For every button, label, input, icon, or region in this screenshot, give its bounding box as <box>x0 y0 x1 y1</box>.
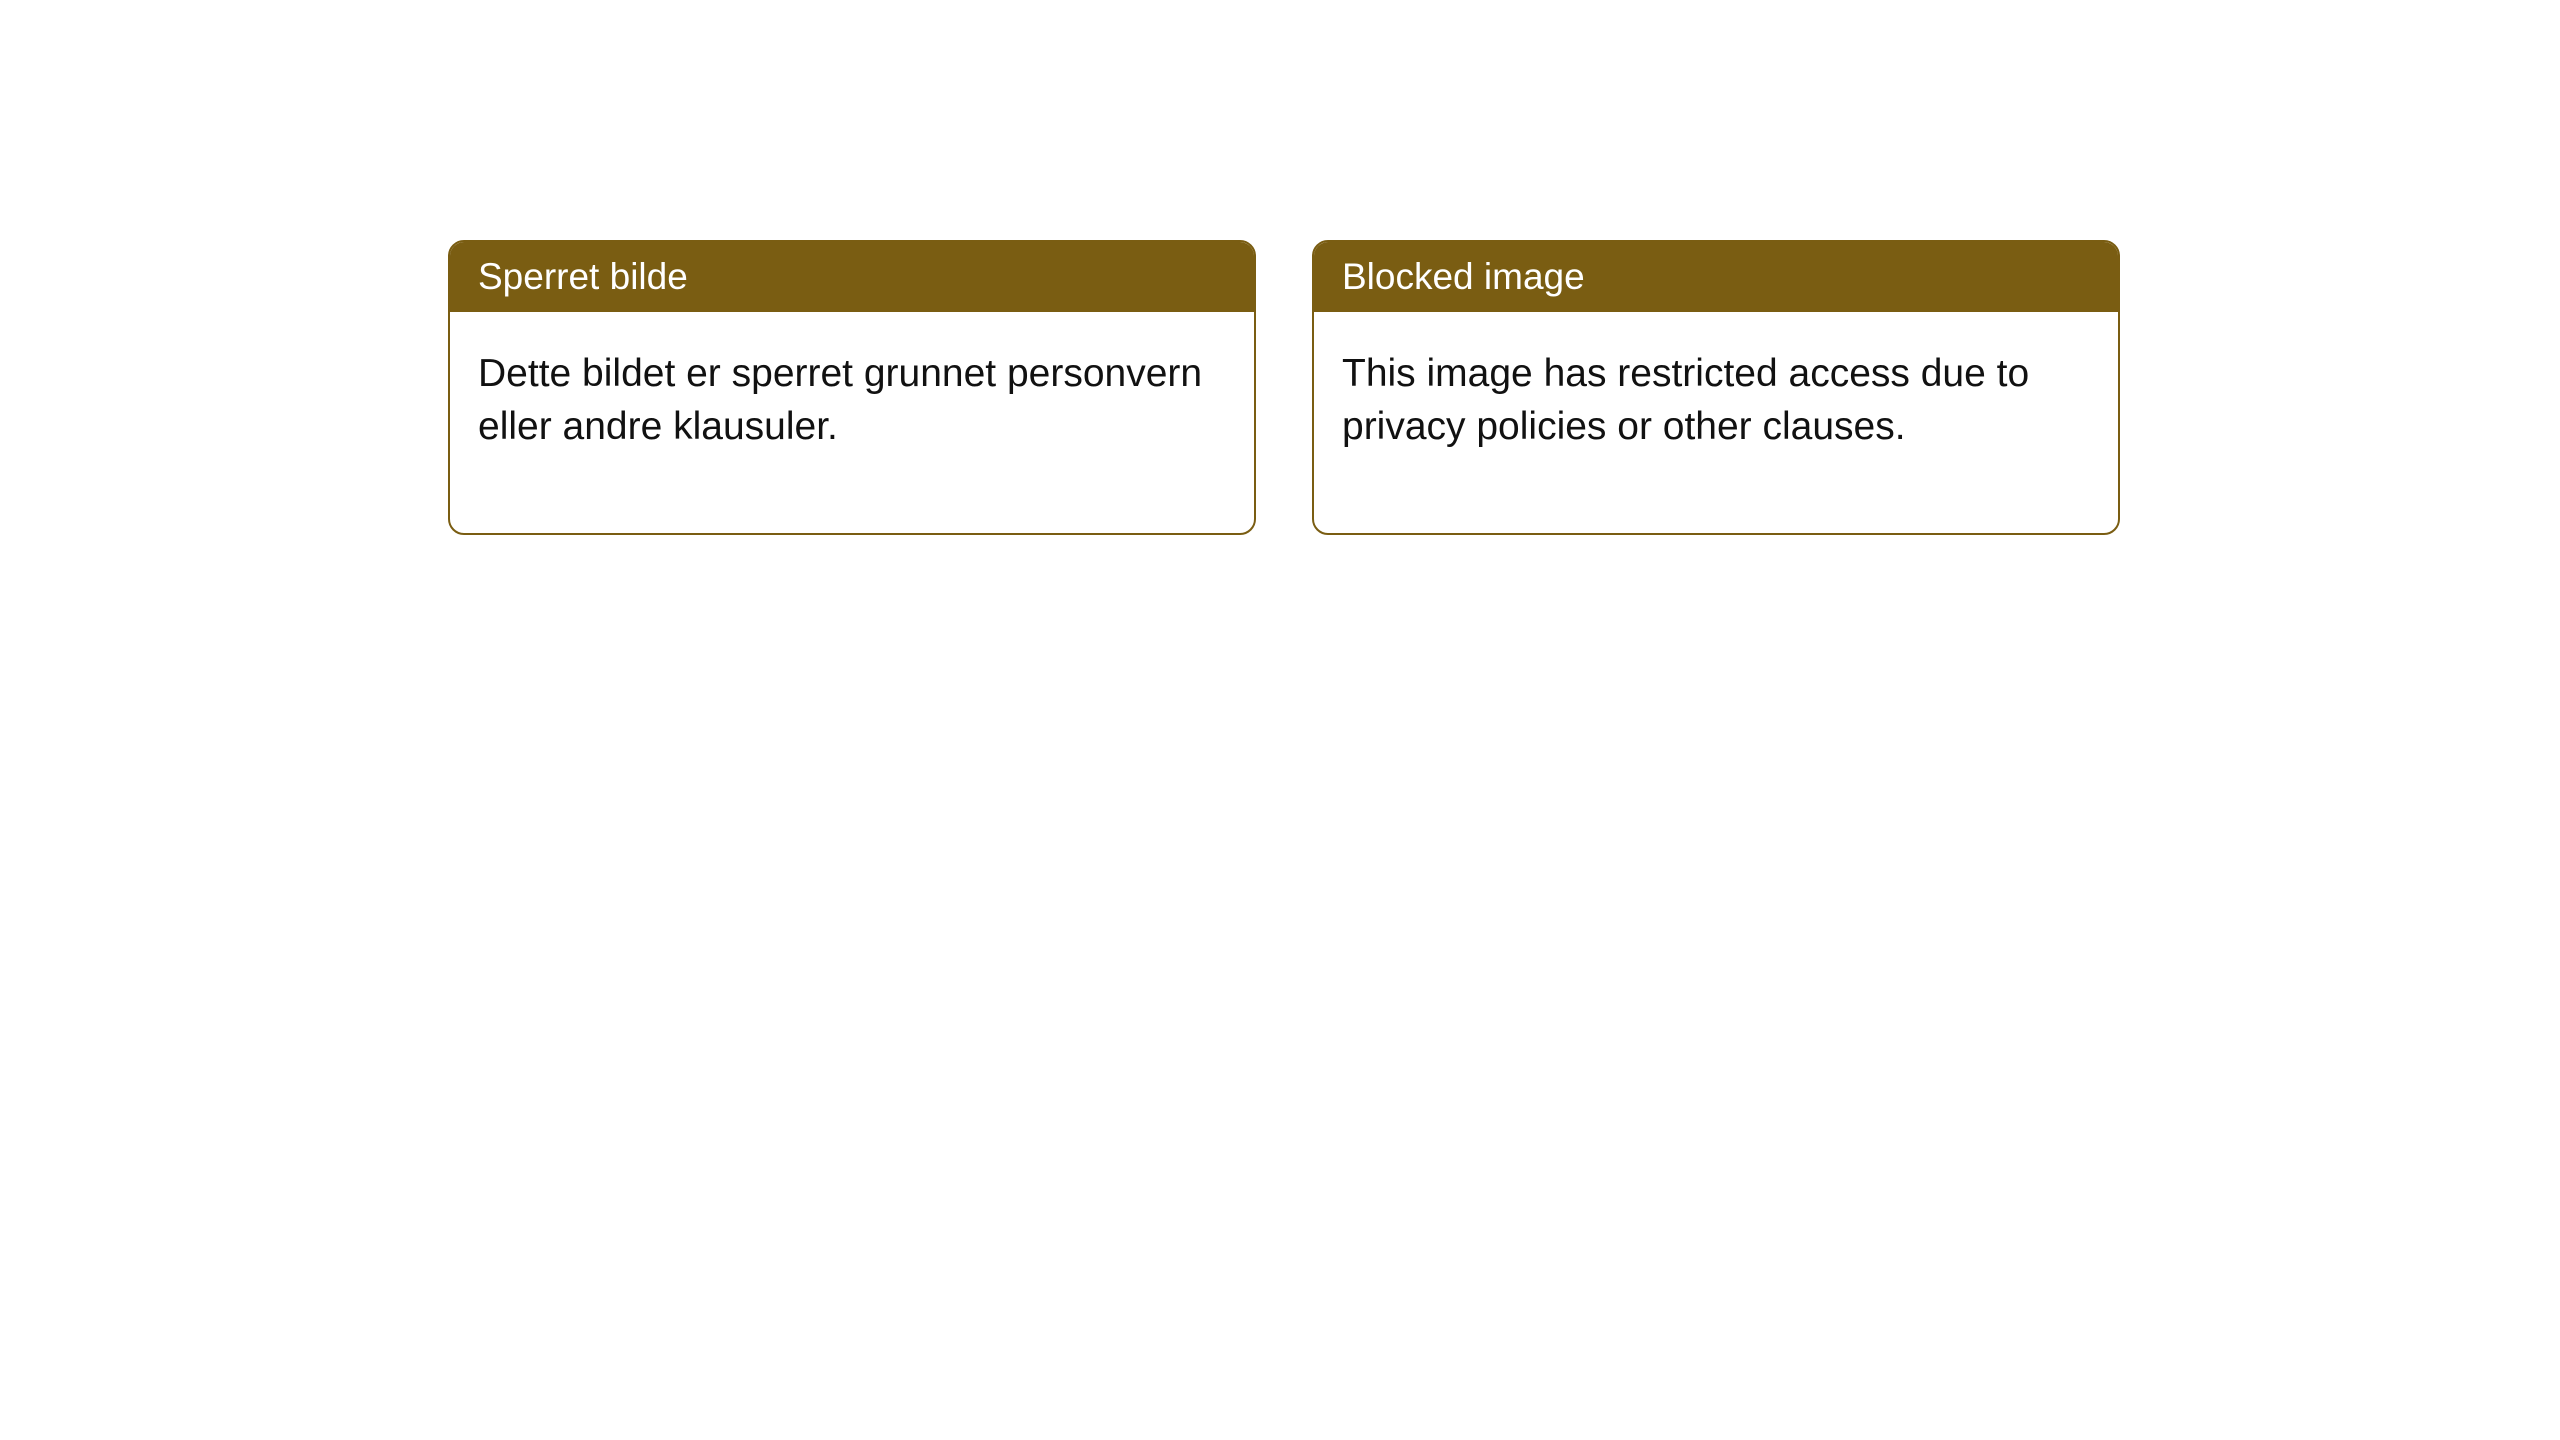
notice-body: This image has restricted access due to … <box>1314 312 2118 533</box>
notice-body-text: This image has restricted access due to … <box>1342 352 2029 448</box>
notice-body-text: Dette bildet er sperret grunnet personve… <box>478 352 1202 448</box>
notice-box-norwegian: Sperret bilde Dette bildet er sperret gr… <box>448 240 1256 535</box>
notice-title: Sperret bilde <box>478 256 688 297</box>
notice-title: Blocked image <box>1342 256 1585 297</box>
notice-header: Blocked image <box>1314 242 2118 312</box>
notice-container: Sperret bilde Dette bildet er sperret gr… <box>448 240 2120 535</box>
notice-body: Dette bildet er sperret grunnet personve… <box>450 312 1254 533</box>
notice-box-english: Blocked image This image has restricted … <box>1312 240 2120 535</box>
notice-header: Sperret bilde <box>450 242 1254 312</box>
